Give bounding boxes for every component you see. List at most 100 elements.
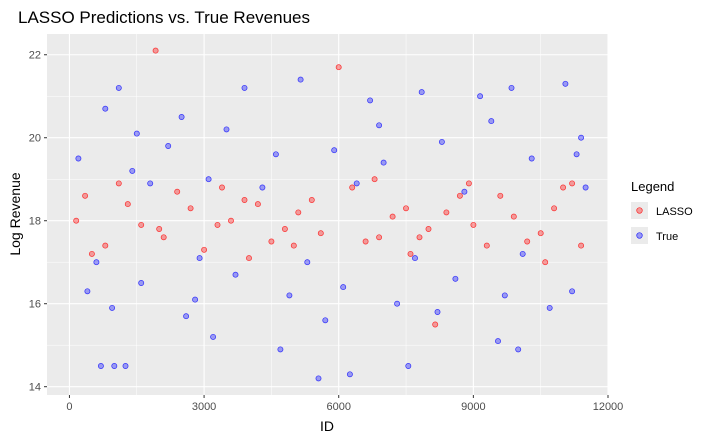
- lasso-point: [483, 242, 490, 249]
- lasso-point: [537, 230, 544, 237]
- x-tick-label: 6000: [326, 401, 350, 413]
- true-point: [133, 130, 140, 137]
- true-point: [376, 122, 383, 129]
- true-series-points: [75, 76, 589, 382]
- true-point: [183, 313, 190, 320]
- true-point: [165, 143, 172, 149]
- true-point: [210, 333, 217, 340]
- lasso-point: [201, 246, 208, 253]
- lasso-point: [349, 184, 356, 191]
- x-tick-label: 3000: [192, 401, 216, 413]
- true-point: [97, 363, 104, 369]
- lasso-point: [416, 234, 423, 241]
- lasso-point: [497, 192, 504, 199]
- lasso-point: [524, 238, 531, 245]
- true-point: [84, 288, 91, 295]
- y-tick-label: 16: [29, 299, 41, 311]
- lasso-point: [295, 209, 302, 216]
- true-point: [508, 84, 515, 91]
- lasso-point: [425, 226, 432, 232]
- lasso-point: [281, 226, 288, 232]
- lasso-point: [389, 213, 396, 220]
- lasso-point: [308, 197, 315, 203]
- lasso-point: [376, 234, 383, 241]
- true-point: [75, 155, 82, 162]
- lasso-series-points: [73, 47, 585, 328]
- legend-marker-lasso: [636, 207, 643, 214]
- legend-label-lasso: LASSO: [656, 206, 693, 218]
- lasso-point: [174, 188, 181, 195]
- true-point: [569, 288, 576, 295]
- true-point: [297, 76, 304, 83]
- lasso-point: [569, 180, 576, 187]
- true-point: [515, 346, 522, 353]
- true-point: [196, 255, 203, 262]
- lasso-point: [152, 47, 159, 54]
- true-point: [286, 292, 293, 299]
- lasso-point: [542, 259, 549, 266]
- true-point: [573, 151, 580, 158]
- lasso-point: [551, 205, 558, 212]
- lasso-point: [268, 238, 275, 245]
- x-tick-label: 9000: [461, 401, 485, 413]
- y-axis-title: Log Revenue: [7, 172, 23, 256]
- true-point: [488, 118, 495, 125]
- true-point: [272, 151, 279, 158]
- lasso-point: [228, 217, 234, 224]
- true-point: [519, 250, 526, 257]
- true-point: [304, 259, 311, 266]
- true-point: [412, 255, 418, 262]
- lasso-point: [317, 230, 324, 237]
- y-tick-label: 22: [29, 50, 41, 62]
- y-tick-label: 14: [29, 382, 41, 394]
- lasso-point: [246, 255, 252, 262]
- lasso-point: [254, 201, 261, 208]
- lasso-point: [470, 221, 477, 228]
- x-axis-title: ID: [320, 418, 334, 434]
- y-tick-label: 20: [29, 133, 41, 145]
- true-point: [147, 180, 154, 187]
- lasso-point: [362, 238, 369, 245]
- true-point: [418, 89, 425, 96]
- true-point: [322, 317, 329, 324]
- true-point: [562, 80, 569, 87]
- x-tick-label: 12000: [593, 401, 624, 413]
- true-point: [205, 176, 212, 183]
- true-point: [438, 138, 445, 145]
- legend-marker-true: [636, 232, 643, 239]
- legend-key-lasso: [631, 202, 648, 219]
- lasso-point: [102, 242, 109, 249]
- true-point: [178, 114, 185, 120]
- major-gridlines: [47, 34, 609, 395]
- legend: Legend LASSO True: [631, 179, 693, 244]
- true-point: [528, 155, 535, 162]
- true-point: [578, 134, 585, 141]
- y-tick-label: 18: [29, 216, 41, 228]
- true-point: [259, 184, 266, 191]
- true-point: [367, 97, 374, 104]
- true-point: [495, 338, 501, 345]
- true-point: [501, 292, 508, 299]
- true-point: [340, 284, 347, 291]
- legend-label-true: True: [656, 231, 678, 243]
- lasso-point: [115, 180, 122, 187]
- true-point: [353, 180, 360, 187]
- legend-key-true: [631, 227, 648, 244]
- true-point: [405, 363, 412, 369]
- lasso-point: [160, 234, 167, 241]
- chart-title: LASSO Predictions vs. True Revenues: [18, 8, 310, 27]
- lasso-point: [456, 192, 463, 199]
- lasso-point: [88, 250, 95, 257]
- true-point: [232, 271, 239, 278]
- y-axis-ticks: 14 16 18 20 22: [29, 50, 47, 394]
- lasso-point: [187, 205, 194, 212]
- lasso-point: [290, 242, 297, 249]
- lasso-point: [403, 205, 409, 212]
- lasso-point: [138, 221, 145, 228]
- lasso-point: [73, 217, 80, 224]
- true-point: [122, 363, 129, 369]
- x-axis-ticks: 0 3000 6000 9000 12000: [66, 395, 623, 413]
- true-point: [277, 346, 284, 353]
- true-point: [315, 375, 322, 382]
